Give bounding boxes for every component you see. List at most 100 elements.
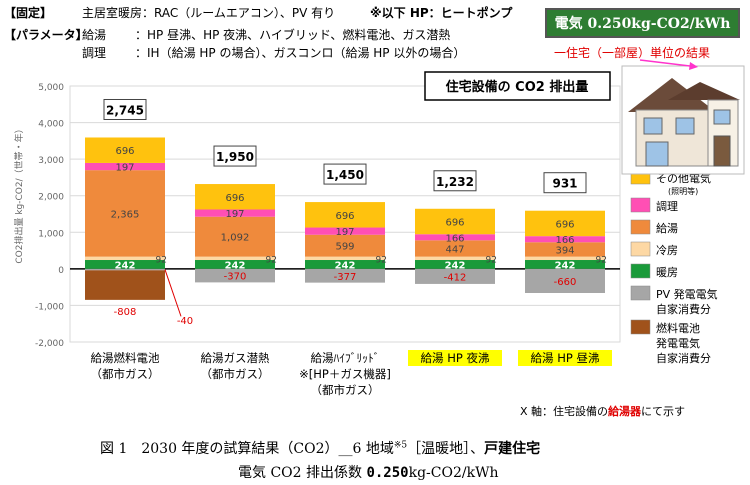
data-label-other-electric: 696 [115,146,134,157]
bar-segment [85,137,165,163]
legend-swatch [630,241,651,257]
data-label-cooking: 197 [225,209,244,220]
total-label: 2,745 [106,103,144,117]
fixed-tag: 【固定】 [4,6,53,20]
category-label: 給湯 HP 夜沸 [421,351,490,365]
bar-segment [85,162,165,171]
title-frame [424,71,611,101]
house-icon [621,65,745,175]
bar-segment [525,268,605,293]
data-label-pv: -377 [334,272,357,283]
bar-segment [85,270,165,300]
data-label-other-electric: 696 [445,217,464,228]
data-label-cooling: 92 [376,255,387,265]
caption-factor-label: 電気 CO2 排出係数 [238,465,362,481]
param-value-chori: ：IH（給湯 HP の場合）、ガスコンロ（給湯 HP 以外の場合） [135,46,466,60]
data-label-hotwater: 1,092 [221,233,250,244]
bar-segment [415,268,495,284]
legend-swatch [630,197,651,213]
category-highlight [408,350,502,366]
category-label: 給湯 HP 昼沸 [531,351,600,365]
pointer-line [639,59,691,67]
bar-segment [415,234,495,241]
y-tick-label: -1,000 [35,302,64,312]
y-tick-label: 1,000 [38,229,64,239]
data-label-cooling: 92 [266,255,277,265]
x-axis-categories: 給湯燃料電池 （都市ガス） 給湯ガス潜熱 （都市ガス） 給湯ﾊｲﾌﾞﾘｯﾄﾞ ※[HP＋ガ… [91,350,612,397]
data-label-other-electric: 696 [225,193,244,204]
param-tag: 【パラメータ】 [4,28,88,42]
data-label-hotwater: 2,365 [111,209,140,220]
x-axis-footnote-suffix: にて示す [641,405,686,418]
caption-footnote-mark: ※5 [393,440,408,451]
y-tick-label: 3,000 [38,156,64,166]
fixed-text: 主居室暖房：RAC（ルームエアコン）、PV 有り [82,6,336,20]
category-highlight [518,350,612,366]
pv-leader-line [164,269,182,317]
data-label-other-electric: 696 [555,219,574,230]
data-label-heating: 242 [335,260,356,271]
data-label-other-electric: 696 [335,211,354,222]
total-label: 1,950 [216,150,254,164]
y-axis-title: CO2排出量 kg-CO2/（世帯・年） [13,124,25,263]
emission-factor-badge: 電気 0.250kg-CO2/kWh [545,8,740,38]
data-label-pv: -412 [444,272,467,283]
data-label-hotwater: 447 [445,244,464,255]
bar-segment [525,210,605,237]
bar-segment [85,170,165,257]
category-label: ※[HP＋ガス機器] [299,367,391,381]
bar-segment [305,234,385,257]
bar-segment [305,227,385,235]
pointer-head [689,62,698,70]
figure-caption-line2: 電気 CO2 排出係数 0.250kg-CO2/kWh [238,462,499,482]
legend-label: 自家消費分 [656,351,711,365]
data-label-heating: 242 [555,260,576,271]
bar-segment [415,208,495,235]
x-axis-footnote-prefix: X 軸：住宅設備の [520,405,609,418]
result-note: 一住宅（一部屋）単位の結果 [554,46,711,60]
caption-factor-unit: kg-CO2/kWh [408,465,499,481]
y-tick-label: 0 [58,266,64,276]
y-tick-label: 2,000 [38,193,64,203]
hp-note: ※以下 HP：ヒートポンプ [370,6,513,20]
result-pointer-arrow [639,59,698,70]
caption-factor-value: 0.250 [366,465,409,481]
data-label-cooking: 197 [115,163,134,174]
legend-sublabel: (照明等) [668,186,698,196]
bar-segment [305,202,385,228]
data-label-hotwater: 599 [335,242,354,253]
total-label: 1,232 [436,175,474,189]
legend-swatch [630,319,651,335]
house-roof-left [628,78,716,112]
house-window [713,109,731,125]
category-label: （都市ガス） [201,367,270,381]
house-window [645,141,669,167]
data-label-pv: -370 [224,272,247,283]
data-label-heating: 242 [225,260,246,271]
category-label: （都市ガス） [91,367,160,381]
y-axis-ticks: -2,000 -1,000 0 1,000 2,000 3,000 4,000 5,000 [35,83,64,349]
param-value-kyuto: ：HP 昼沸、HP 夜沸、ハイブリッド、燃料電池、ガス潜熱 [135,28,451,42]
bar-segment [195,268,275,283]
param-label-chori: 調理 [82,46,107,60]
bar-segment [195,260,275,269]
y-tick-label: -2,000 [35,339,64,349]
bar-segment [195,216,275,257]
bar-segment [415,240,495,257]
total-label: 931 [552,177,577,191]
data-label-fuelcell: -808 [114,307,137,318]
legend-swatch [630,263,651,279]
category-label: 給湯ガス潜熱 [201,351,270,365]
legend-swatch [630,285,651,301]
total-box [103,98,147,120]
legend-swatch [630,219,651,235]
data-label-cooking: 166 [555,235,574,246]
total-labels: 2,745 1,950 1,450 1,232 931 [103,98,587,194]
y-tick-label: 4,000 [38,120,64,130]
legend-label: 発電電気 [656,336,700,350]
y-tick-label: 5,000 [38,83,64,93]
legend-label: 暖房 [656,266,678,279]
legend-label: 調理 [656,199,678,213]
